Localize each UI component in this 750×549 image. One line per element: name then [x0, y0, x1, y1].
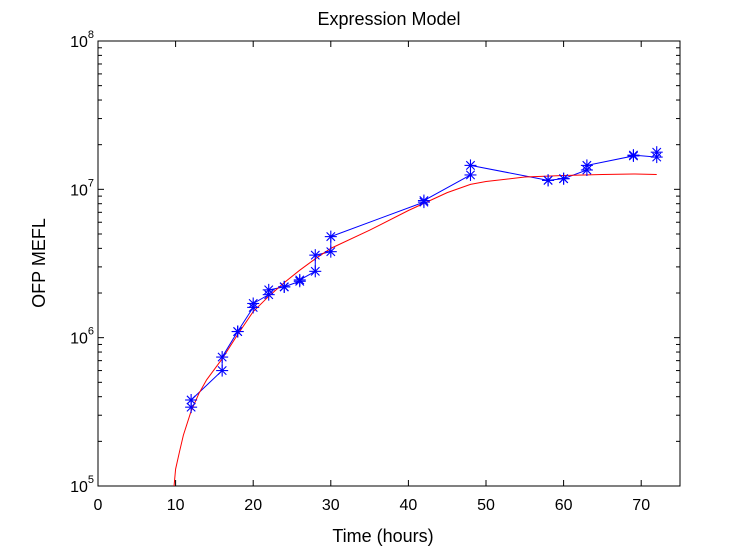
chart-title: Expression Model: [317, 9, 460, 29]
data-point-marker: [542, 174, 555, 187]
data-point-marker: [650, 146, 663, 159]
y-tick-base: 10: [70, 182, 88, 199]
data-point-marker: [309, 265, 322, 278]
x-tick-label: 40: [400, 497, 418, 514]
y-tick-label: 107: [70, 177, 94, 199]
markers-group: [185, 146, 663, 414]
data-point-marker: [278, 280, 291, 293]
y-tick-exponent: 5: [88, 474, 94, 486]
x-tick-label: 50: [477, 497, 495, 514]
y-tick-label: 106: [70, 326, 94, 348]
y-tick-base: 10: [70, 331, 88, 348]
x-tick-label: 30: [322, 497, 340, 514]
y-tick-exponent: 6: [88, 326, 94, 338]
y-tick-base: 10: [70, 479, 88, 496]
x-tick-label: 60: [555, 497, 573, 514]
y-tick-exponent: 8: [88, 29, 94, 41]
plot-frame: [97, 40, 681, 487]
data-point-marker: [185, 393, 198, 406]
y-tick-base: 10: [70, 34, 88, 51]
data-point-marker: [216, 351, 229, 364]
y-tick-label: 105: [70, 474, 94, 496]
data-point-marker: [216, 364, 229, 377]
data-point-marker: [262, 283, 275, 296]
x-tick-label: 20: [244, 497, 262, 514]
data-point-marker: [309, 249, 322, 262]
data-point-marker: [231, 325, 244, 338]
data-point-marker: [580, 159, 593, 172]
data-point-marker: [293, 273, 306, 286]
data-point-marker: [324, 245, 337, 258]
x-tick-label: 10: [167, 497, 185, 514]
data-point-marker: [557, 172, 570, 185]
data-point-marker: [417, 194, 430, 207]
x-tick-label: 0: [94, 497, 103, 514]
x-axis-label: Time (hours): [332, 526, 433, 546]
data-point-marker: [247, 297, 260, 310]
x-tick-label: 70: [632, 497, 650, 514]
data-point-marker: [464, 159, 477, 172]
ticks-group: [97, 40, 680, 487]
data-point-marker: [627, 149, 640, 162]
data-point-marker: [324, 230, 337, 243]
y-tick-exponent: 7: [88, 177, 94, 189]
y-axis-label: OFP MEFL: [29, 218, 49, 308]
y-tick-label: 108: [70, 29, 94, 51]
